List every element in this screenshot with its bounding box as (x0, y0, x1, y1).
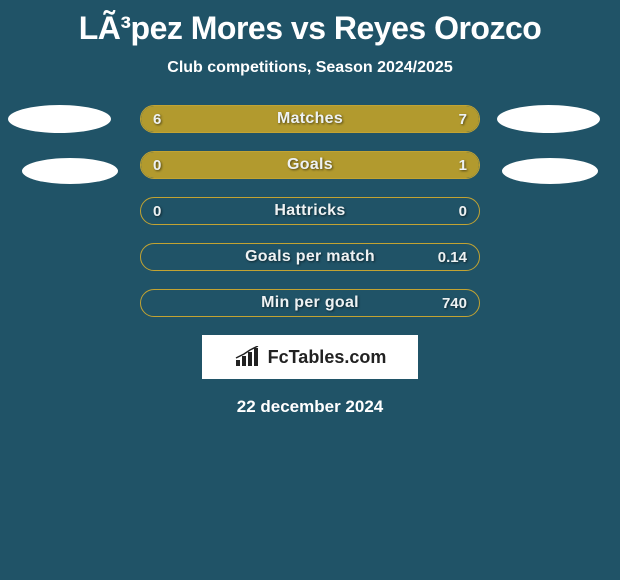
page-title: LÃ³pez Mores vs Reyes Orozco (0, 0, 620, 47)
stat-value-right: 7 (459, 106, 467, 132)
stat-row: Goals per match0.14 (140, 243, 480, 271)
bar-chart-icon (234, 346, 262, 368)
stat-value-right: 1 (459, 152, 467, 178)
stat-value-left: 0 (153, 152, 161, 178)
stats-area: Matches67Goals01Hattricks00Goals per mat… (0, 105, 620, 317)
stat-row: Matches6 7 (140, 105, 480, 133)
stat-label: Min per goal (141, 290, 479, 316)
subtitle: Club competitions, Season 2024/2025 (0, 59, 620, 77)
stat-value-right: 0 (459, 198, 467, 224)
stat-row: Goals0 1 (140, 151, 480, 179)
stat-value-left: 0 (153, 198, 161, 224)
player-placeholder-ellipse (497, 105, 600, 133)
player-placeholder-ellipse (22, 158, 118, 184)
stat-label: Matches (141, 106, 479, 132)
logo-text: FcTables.com (268, 347, 387, 368)
stat-row: Min per goal740 (140, 289, 480, 317)
stat-label: Goals (141, 152, 479, 178)
date-line: 22 december 2024 (0, 397, 620, 417)
stat-value-left: 6 (153, 106, 161, 132)
player-placeholder-ellipse (502, 158, 598, 184)
player-placeholder-ellipse (8, 105, 111, 133)
stat-value-right: 0.14 (438, 244, 467, 270)
stat-label: Hattricks (141, 198, 479, 224)
logo-box: FcTables.com (202, 335, 418, 379)
stat-label: Goals per match (141, 244, 479, 270)
stat-value-right: 740 (442, 290, 467, 316)
stat-row: Hattricks0 0 (140, 197, 480, 225)
